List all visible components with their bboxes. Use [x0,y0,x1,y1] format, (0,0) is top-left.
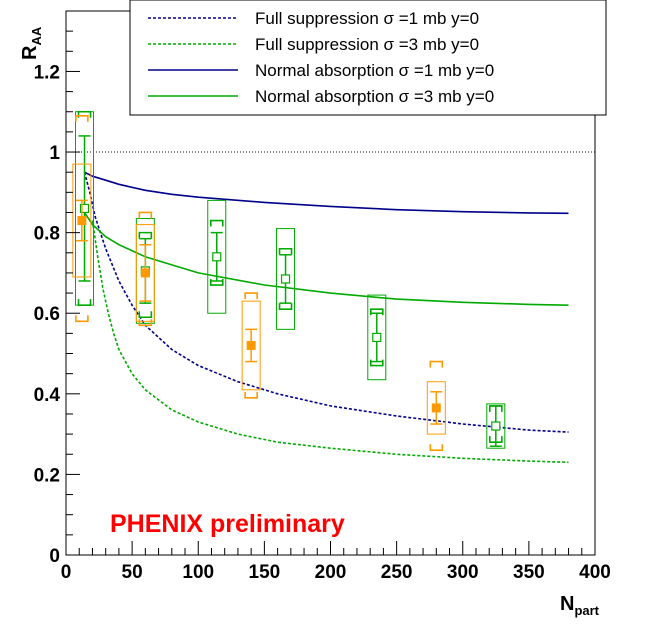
data-point [72,114,92,323]
y-tick-label: 0.4 [34,385,61,406]
marker-filled-square [140,268,150,278]
legend-label-2: Full suppression σ =3 mb y=0 [255,35,479,54]
systematic-box [135,224,155,322]
global-error-bracket-bottom [138,319,153,327]
data-point [241,292,261,399]
systematic-box [367,294,387,381]
systematic-box [426,381,446,435]
data-point [276,228,296,330]
x-tick-label: 0 [61,562,72,583]
model-curve-3 [84,171,569,215]
y-tick-label: 0 [49,546,60,567]
systematic-box [207,199,227,314]
marker-filled-square [77,216,87,226]
data-point [135,211,155,327]
global-error-bracket-bottom [77,299,92,306]
x-tick-label: 150 [249,562,281,583]
y-axis-label: RAA [19,26,44,60]
data-point [367,294,387,381]
global-error-bracket-top [244,292,258,300]
y-axis: 0 0.2 0.4 0.6 0.8 1 1.2 [34,10,80,567]
y-tick-label: 0.6 [34,304,60,325]
model-curves [83,171,569,464]
global-error-bracket-top [209,219,224,227]
systematic-box [486,403,506,449]
x-axis: 0 50 100 150 200 250 300 350 400 [61,541,611,583]
data-point [75,110,95,306]
global-error-bracket-bottom [209,279,224,286]
data-points [72,110,506,452]
legend-label-1: Full suppression σ =1 mb y=0 [255,9,479,28]
x-tick-label: 200 [315,562,347,583]
data-point [207,199,227,314]
global-error-bracket-top [75,114,89,122]
global-error-bracket-top [138,211,153,219]
x-axis-label-main: N [560,593,574,615]
data-point [426,360,446,452]
marker-open-square [372,332,382,342]
global-error-bracket-bottom [75,315,89,323]
marker-open-square [212,252,222,262]
x-tick-label: 400 [579,562,611,583]
systematic-box [241,300,261,391]
global-error-bracket-top [369,308,384,316]
global-error-bracket-top [429,360,444,368]
model-curve-2 [91,220,569,464]
legend: Full suppression σ =1 mb y=0 Full suppres… [129,0,607,116]
marker-open-square [491,421,501,431]
global-error-bracket-bottom [278,303,293,310]
x-tick-label: 250 [381,562,413,583]
phenix-preliminary-label: PHENIX preliminary [110,510,345,538]
global-error-bracket-bottom [138,311,153,319]
model-curve-1 [83,171,569,433]
data-point [486,403,506,449]
y-tick-label: 0.2 [34,465,60,486]
y-axis-label-sub: AA [29,26,44,45]
legend-label-4: Normal absorption σ =3 mb y=0 [255,87,494,106]
global-error-bracket-bottom [244,391,258,399]
systematic-box [72,163,92,278]
x-tick-label: 100 [182,562,214,583]
global-error-bracket-top [278,247,293,255]
x-axis-label-sub: part [574,603,599,618]
systematic-box [276,228,296,330]
x-tick-label: 300 [447,562,479,583]
marker-filled-square [246,340,256,350]
x-tick-label: 50 [122,562,143,583]
global-error-bracket-bottom [369,359,384,367]
global-error-bracket-top [138,231,153,239]
x-tick-label: 350 [513,562,545,583]
y-tick-label: 0.8 [34,224,60,245]
y-tick-label: 1 [49,143,60,164]
marker-filled-square [431,403,441,413]
global-error-bracket-bottom [429,444,444,452]
y-axis-label-main: R [19,45,41,60]
marker-open-square [79,203,90,214]
x-axis-label: Npart [560,593,600,618]
global-error-bracket-top [77,110,92,118]
marker-open-square [280,274,291,284]
y-tick-label: 1.2 [34,62,60,83]
model-curve-4 [83,212,569,306]
legend-label-3: Normal absorption σ =1 mb y=0 [255,61,494,80]
